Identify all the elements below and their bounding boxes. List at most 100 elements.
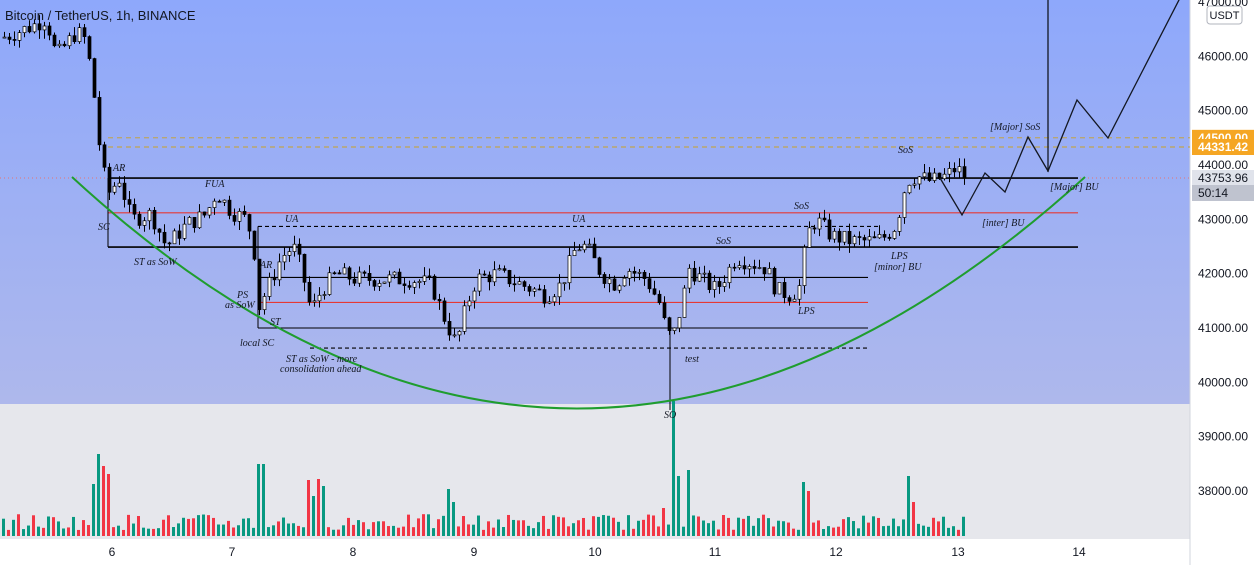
candle-body — [172, 230, 177, 245]
volume-bar — [827, 526, 830, 536]
volume-bar — [677, 476, 680, 536]
volume-bar — [157, 528, 160, 536]
annotation-label: LPS — [890, 251, 908, 262]
candle-body — [387, 274, 392, 283]
chart-title: Bitcoin / TetherUS, 1h, BINANCE — [5, 8, 196, 23]
volume-bar — [47, 516, 50, 536]
candle-body — [782, 282, 787, 298]
candle-body — [817, 217, 822, 230]
annotation-label: [Major] SoS — [990, 122, 1040, 133]
candle-body — [712, 281, 717, 290]
y-tick-label: 42000.00 — [1198, 267, 1248, 281]
candle-body — [237, 211, 242, 222]
volume-bar — [622, 529, 625, 536]
volume-bar — [347, 517, 350, 536]
volume-bar — [757, 518, 760, 536]
candle-body — [432, 275, 437, 300]
volume-bar — [902, 519, 905, 536]
candle-body — [887, 236, 892, 239]
candle-body — [252, 230, 257, 260]
candle-body — [487, 274, 492, 283]
volume-bar — [452, 502, 455, 536]
volume-bar — [612, 517, 615, 536]
volume-bar — [887, 525, 890, 536]
candle-body — [792, 298, 797, 302]
candle-body — [647, 278, 652, 290]
volume-bar — [567, 526, 570, 536]
volume-bar — [557, 516, 560, 536]
volume-bar — [747, 515, 750, 536]
candle-body — [657, 293, 662, 304]
volume-bar — [127, 514, 130, 536]
x-tick-label: 14 — [1072, 545, 1086, 559]
volume-bar — [947, 527, 950, 536]
volume-bar — [867, 522, 870, 536]
candle-body — [797, 285, 802, 300]
volume-bar — [167, 515, 170, 536]
candle-body — [152, 209, 157, 230]
volume-bar — [907, 476, 910, 536]
candle-body — [267, 277, 272, 297]
volume-bar — [962, 516, 965, 536]
y-tick-label: 40000.00 — [1198, 375, 1248, 389]
volume-bar — [212, 517, 215, 536]
candle-body — [697, 273, 702, 282]
volume-bar — [942, 516, 945, 536]
candle-body — [717, 281, 722, 287]
volume-bar — [392, 525, 395, 536]
volume-bar — [647, 514, 650, 536]
candle-body — [802, 247, 807, 286]
candle-body — [157, 228, 162, 233]
annotation-label: [Major] BU — [1050, 182, 1099, 193]
volume-bar — [892, 518, 895, 536]
candle-body — [517, 281, 522, 285]
volume-bar — [232, 527, 235, 536]
candle-body — [242, 211, 247, 215]
volume-bar — [572, 523, 575, 536]
volume-bar — [132, 523, 135, 536]
candle-body — [612, 278, 617, 291]
candle-body — [12, 39, 17, 41]
candle-body — [862, 237, 867, 241]
volume-bar — [882, 526, 885, 536]
candle-body — [262, 296, 267, 311]
candle-body — [917, 176, 922, 185]
currency-box[interactable] — [1206, 5, 1243, 25]
volume-bar — [952, 526, 955, 536]
candle-body — [467, 300, 472, 307]
y-tick-label: 41000.00 — [1198, 321, 1248, 335]
volume-bar — [817, 520, 820, 536]
volume-bar — [197, 515, 200, 536]
volume-bar — [672, 401, 675, 536]
candle-body — [607, 278, 612, 284]
volume-bar — [702, 520, 705, 536]
candle-body — [592, 243, 597, 259]
candle-body — [247, 214, 252, 232]
candle-body — [722, 282, 727, 287]
price-badge-label: 43753.96 — [1198, 171, 1248, 185]
volume-bar — [222, 524, 225, 536]
volume-bar — [507, 514, 510, 536]
candle-body — [277, 261, 282, 281]
volume-bar — [607, 515, 610, 536]
annotation-label: local SC — [240, 338, 274, 349]
volume-bar — [332, 529, 335, 536]
volume-bar — [402, 526, 405, 536]
volume-bar — [797, 529, 800, 536]
candle-body — [412, 282, 417, 288]
volume-bar — [437, 519, 440, 536]
volume-bar — [422, 514, 425, 536]
candle-body — [427, 275, 432, 278]
candle-body — [652, 288, 657, 295]
candle-body — [902, 192, 907, 218]
candle-body — [682, 287, 687, 318]
volume-bar — [712, 520, 715, 536]
volume-bar — [897, 526, 900, 536]
candle-body — [182, 223, 187, 239]
candles — [2, 15, 967, 410]
volume-bar — [447, 489, 450, 536]
projection-path — [939, 0, 1180, 217]
volume-bar — [307, 480, 310, 536]
volume-bar — [22, 529, 25, 536]
